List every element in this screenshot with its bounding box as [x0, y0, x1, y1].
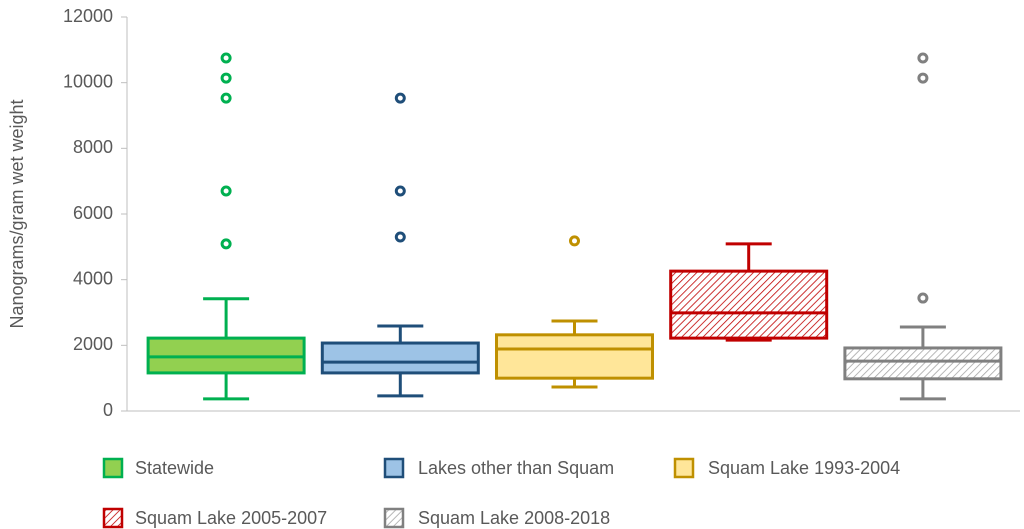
y-tick-label: 10000 [63, 71, 113, 91]
box [495, 333, 654, 380]
legend-label: Lakes other than Squam [418, 458, 614, 478]
legend-swatch [102, 507, 124, 529]
y-tick-label: 6000 [73, 203, 113, 223]
legend-label: Statewide [135, 458, 214, 478]
y-tick-label: 12000 [63, 6, 113, 26]
box [843, 346, 1003, 381]
y-tick-label: 2000 [73, 334, 113, 354]
y-tick-label: 8000 [73, 137, 113, 157]
box [669, 269, 829, 340]
outlier [917, 72, 929, 84]
outlier [220, 185, 232, 197]
legend-swatch [383, 457, 405, 479]
legend-label: Squam Lake 2008-2018 [418, 508, 610, 528]
outlier [220, 92, 232, 104]
y-axis-label: Nanograms/gram wet weight [7, 99, 27, 328]
outlier [394, 231, 406, 243]
y-tick-label: 0 [103, 400, 113, 420]
outlier [917, 52, 929, 64]
outlier [220, 238, 232, 250]
box [320, 341, 480, 375]
y-tick-label: 4000 [73, 268, 113, 288]
outlier [220, 52, 232, 64]
legend-swatch [102, 457, 124, 479]
outlier [569, 235, 580, 247]
legend-label: Squam Lake 1993-2004 [708, 458, 900, 478]
legend-label: Squam Lake 2005-2007 [135, 508, 327, 528]
outlier [917, 292, 929, 304]
legend-swatch [383, 507, 405, 529]
legend-swatch [673, 457, 695, 479]
outlier [394, 185, 406, 197]
outlier [394, 92, 406, 104]
outlier [220, 72, 232, 84]
